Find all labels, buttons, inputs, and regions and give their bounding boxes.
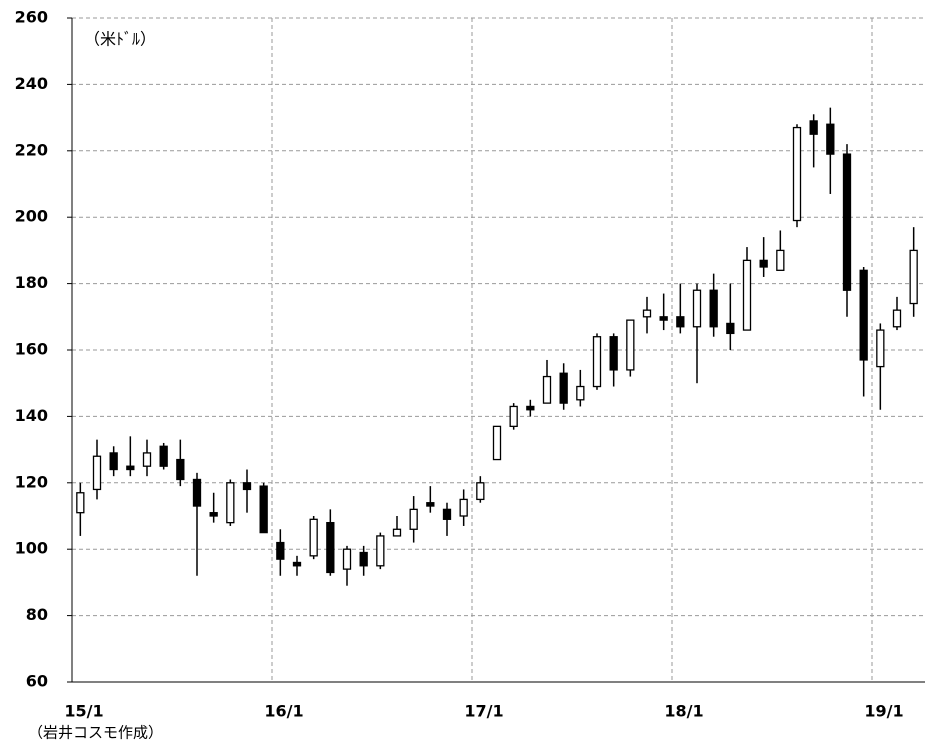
candle-body — [559, 372, 568, 404]
candle-body — [909, 249, 918, 305]
candle-body — [209, 512, 218, 517]
candle-body — [192, 478, 202, 507]
candle-body — [659, 316, 668, 321]
candle-body — [526, 405, 535, 411]
y-tick-label: 120 — [15, 472, 48, 491]
x-tick-label: 19/1 — [864, 702, 903, 721]
candle-body — [592, 336, 602, 388]
candle-body — [426, 502, 435, 507]
candle-body — [859, 269, 868, 361]
y-tick-label: 180 — [15, 273, 48, 292]
x-tick-label: 18/1 — [664, 702, 703, 721]
x-tick-label: 17/1 — [464, 702, 503, 721]
candle-body — [126, 465, 135, 471]
candle-body — [826, 123, 835, 155]
candle-body — [409, 508, 418, 530]
candle-body — [309, 518, 318, 557]
candle-body — [142, 452, 152, 467]
candle-body — [892, 309, 902, 328]
candle-body — [359, 551, 368, 567]
candle-body — [326, 521, 335, 574]
candle-body — [92, 455, 102, 491]
y-tick-label: 100 — [15, 539, 48, 558]
candle-body — [776, 249, 785, 271]
candle-body — [109, 452, 118, 471]
x-tick-label: 15/1 — [64, 702, 103, 721]
y-tick-label: 80 — [26, 605, 48, 624]
candle-body — [609, 336, 618, 371]
y-tick-label: 260 — [15, 8, 48, 27]
candle-body — [159, 445, 168, 467]
y-tick-label: 240 — [15, 74, 48, 93]
candle-body — [642, 309, 652, 318]
candle-body — [259, 485, 268, 534]
candle-body — [376, 535, 385, 567]
candle-body — [692, 289, 702, 328]
candle-body — [276, 541, 285, 560]
candle-body — [392, 528, 402, 537]
candle-body — [509, 405, 518, 428]
candle-body — [726, 322, 735, 335]
source-note: （岩井コスモ作成） — [28, 724, 163, 742]
x-tick-label: 16/1 — [264, 702, 303, 721]
candle-body — [342, 548, 352, 570]
candle-body — [176, 458, 185, 481]
candle-body — [476, 482, 485, 501]
candle-body — [842, 153, 852, 291]
plot-area — [76, 107, 918, 586]
candle-body — [759, 259, 768, 268]
candle-body — [459, 498, 468, 517]
candle-body — [626, 319, 635, 371]
candle-body — [809, 120, 818, 135]
unit-label: （米ﾄﾞﾙ） — [84, 30, 156, 49]
candle-body — [226, 482, 235, 524]
candle-body — [76, 492, 85, 514]
candle-body — [542, 375, 552, 404]
y-tick-label: 140 — [15, 406, 48, 425]
candle-body — [242, 482, 252, 491]
candle-body — [442, 508, 452, 520]
candle-body — [792, 126, 802, 222]
candle-body — [292, 561, 302, 567]
candle-body — [709, 289, 718, 328]
y-tick-label: 160 — [15, 340, 48, 359]
candle-body — [742, 259, 752, 331]
candle-body — [576, 385, 585, 401]
candle-body — [876, 329, 885, 368]
y-tick-label: 220 — [15, 140, 48, 159]
candle-body — [492, 425, 502, 461]
candle-body — [676, 316, 685, 328]
y-tick-label: 200 — [15, 207, 48, 226]
y-tick-label: 60 — [26, 672, 48, 691]
